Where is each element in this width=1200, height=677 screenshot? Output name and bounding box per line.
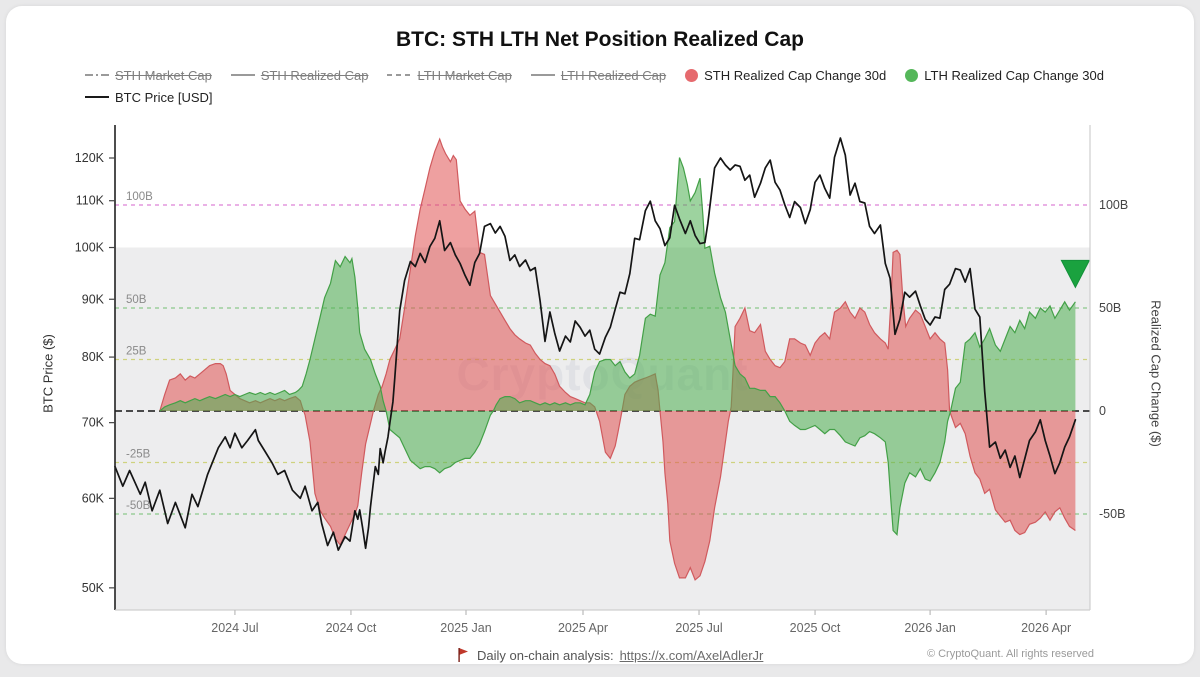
footer-text: Daily on-chain analysis: <box>477 647 614 663</box>
legend-item-sth-realized-cap[interactable]: STH Realized Cap <box>230 67 369 83</box>
left-tick-label: 50K <box>82 581 105 595</box>
left-tick-label: 60K <box>82 491 105 505</box>
x-tick-label: 2024 Jul <box>211 621 258 635</box>
legend-item-label: STH Market Cap <box>115 67 212 83</box>
lth-area <box>159 157 1076 535</box>
left-tick-label: 70K <box>82 416 105 430</box>
flag-icon <box>458 648 468 662</box>
x-tick-label: 2025 Jul <box>675 621 722 635</box>
legend-item-sth-realized-cap-change-30d[interactable]: STH Realized Cap Change 30d <box>685 68 886 83</box>
ref-line-label: 50B <box>126 294 147 306</box>
legend: STH Market Cap STH Realized Cap LTH Market… <box>85 64 1140 108</box>
legend-item-sth-market-cap[interactable]: STH Market Cap <box>85 68 212 83</box>
x-tick-label: 2024 Oct <box>326 621 377 635</box>
legend-line-swatch <box>387 74 412 76</box>
legend-item-label: STH Realized Cap Change 30d <box>704 67 887 83</box>
x-tick-label: 2025 Oct <box>790 621 841 635</box>
legend-item-label: BTC Price [USD] <box>115 89 213 105</box>
legend-item-lth-realized-cap[interactable]: LTH Realized Cap <box>530 67 667 83</box>
ref-line-label: 100B <box>126 191 153 203</box>
latest-value-marker <box>1060 259 1091 289</box>
footer-attribution: Daily on-chain analysis: https://x.com/A… <box>457 647 763 663</box>
legend-item-lth-market-cap[interactable]: LTH Market Cap <box>387 67 512 83</box>
legend-item-label: LTH Realized Cap Change 30d <box>924 67 1104 83</box>
btc-price-line <box>114 137 1077 551</box>
footer-link[interactable]: https://x.com/AxelAdlerJr <box>619 647 764 663</box>
legend-line-swatch <box>85 74 109 76</box>
lth-area-edge <box>159 157 1076 536</box>
x-tick-label: 2025 Jan <box>440 621 491 635</box>
legend-item-lth-realized-cap-change-30d[interactable]: LTH Realized Cap Change 30d <box>905 68 1104 83</box>
legend-row-1: STH Market Cap STH Realized Cap LTH Market… <box>85 64 1140 86</box>
x-tick-label: 2026 Jan <box>904 621 955 635</box>
ref-line-label: -50B <box>126 500 151 512</box>
sth-area <box>159 139 1076 580</box>
legend-item-label: LTH Market Cap <box>417 67 512 83</box>
right-tick-label: 100B <box>1099 198 1128 212</box>
ref-line-label: -25B <box>126 449 151 461</box>
legend-item-btc-price-usd-[interactable]: BTC Price [USD] <box>85 90 213 105</box>
page-title: BTC: STH LTH Net Position Realized Cap <box>396 28 804 51</box>
right-tick-label: 0 <box>1099 404 1106 418</box>
left-tick-label: 100K <box>75 241 105 255</box>
x-tick-label: 2026 Apr <box>1021 621 1071 635</box>
left-tick-label: 110K <box>76 194 105 208</box>
left-tick-label: 90K <box>82 292 105 306</box>
right-tick-label: 50B <box>1099 301 1121 315</box>
copyright-text: © CryptoQuant. All rights reserved <box>926 648 1094 660</box>
legend-line-swatch <box>230 74 255 76</box>
legend-item-label: LTH Realized Cap <box>560 67 667 83</box>
legend-row-2: BTC Price [USD] <box>85 86 1140 108</box>
legend-line-swatch <box>85 96 109 98</box>
legend-dot-swatch <box>905 68 919 82</box>
x-tick-label: 2025 Apr <box>558 621 608 635</box>
ref-line-label: 25B <box>126 346 147 358</box>
legend-line-swatch <box>530 74 555 76</box>
left-tick-label: 120K <box>75 151 105 165</box>
legend-item-label: STH Realized Cap <box>260 67 369 83</box>
legend-dot-swatch <box>685 68 699 82</box>
right-tick-label: -50B <box>1099 507 1125 521</box>
left-tick-label: 80K <box>82 350 105 364</box>
